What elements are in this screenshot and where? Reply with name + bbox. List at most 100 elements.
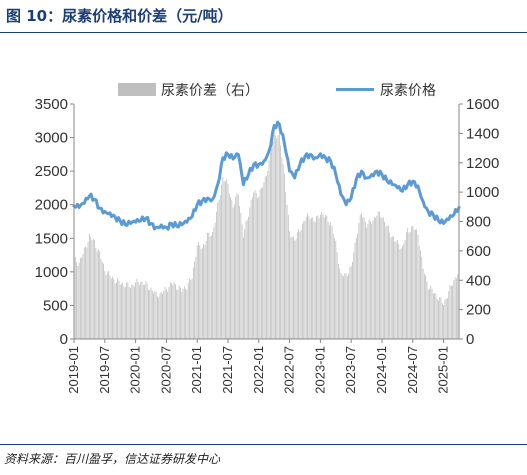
spread-bar <box>416 229 418 339</box>
spread-bar <box>439 297 441 339</box>
spread-bar <box>250 200 252 339</box>
spread-bar <box>398 243 400 339</box>
spread-bar <box>86 247 88 339</box>
spread-bar <box>366 227 367 339</box>
spread-bar <box>394 241 396 339</box>
spread-bar <box>452 285 453 339</box>
spread-bar <box>100 258 102 339</box>
spread-bar <box>225 181 226 339</box>
spread-bar <box>95 247 97 339</box>
spread-bar <box>104 271 106 339</box>
spread-bar <box>81 257 83 339</box>
spread-bar <box>379 212 380 339</box>
spread-bar <box>372 220 374 339</box>
spread-bar <box>376 215 378 339</box>
spread-bar <box>227 183 229 339</box>
spread-bar <box>167 291 169 339</box>
spread-bar <box>131 284 133 339</box>
spread-bar <box>337 263 339 339</box>
spread-bar <box>157 296 158 339</box>
spread-bar <box>99 251 101 339</box>
spread-bar <box>299 231 301 339</box>
x-axis-tick-label: 2025-01 <box>436 346 451 394</box>
spread-bar <box>363 217 365 339</box>
spread-bar <box>115 282 117 339</box>
spread-bar <box>236 193 238 339</box>
spread-bar <box>208 232 210 339</box>
spread-bar <box>434 293 436 339</box>
spread-bar <box>445 298 447 339</box>
spread-bar <box>407 228 409 339</box>
spread-bar <box>133 286 135 339</box>
spread-bar <box>386 225 388 339</box>
spread-bar <box>241 224 243 339</box>
spread-bar <box>294 240 296 339</box>
spread-bar <box>163 290 165 339</box>
spread-bar <box>198 241 199 339</box>
spread-bar <box>182 288 184 339</box>
spread-bar <box>213 227 215 339</box>
spread-bar <box>271 148 273 339</box>
spread-bar <box>457 274 459 339</box>
spread-bar <box>166 289 167 339</box>
spread-bar <box>349 267 351 339</box>
spread-bar <box>276 138 278 339</box>
spread-bar <box>106 272 108 339</box>
spread-bar <box>235 196 237 339</box>
spread-bar <box>278 132 280 339</box>
spread-bar <box>417 234 419 339</box>
spread-bar <box>438 300 439 339</box>
spread-bar <box>153 293 154 339</box>
spread-bar <box>92 238 94 339</box>
spread-bar <box>155 291 157 339</box>
left-axis-tick-label: 500 <box>43 297 68 314</box>
spread-bar <box>317 215 319 339</box>
spread-bar <box>286 204 288 339</box>
spread-bar <box>395 241 397 339</box>
spread-bar <box>216 211 217 339</box>
spread-bar <box>128 286 130 339</box>
spread-bar <box>178 285 180 339</box>
spread-bar <box>110 278 112 339</box>
spread-bar <box>346 276 348 339</box>
spread-bar <box>375 218 376 339</box>
spread-bar <box>226 179 228 339</box>
spread-bar <box>328 225 330 339</box>
spread-bar <box>427 289 429 339</box>
spread-bar <box>266 175 267 339</box>
spread-bar <box>142 285 144 339</box>
spread-bar <box>145 281 147 339</box>
spread-bar <box>435 293 437 339</box>
spread-bar <box>359 214 361 339</box>
spread-bar <box>403 243 405 339</box>
spread-bar <box>109 275 111 339</box>
spread-bar <box>377 211 379 339</box>
spread-bar <box>132 285 134 339</box>
spread-bar <box>141 281 143 339</box>
right-axis-tick-label: 600 <box>466 243 491 260</box>
spread-bar <box>162 293 163 339</box>
spread-bar <box>405 232 407 339</box>
spread-bar <box>183 286 185 339</box>
spread-bar <box>284 174 285 339</box>
spread-bar <box>121 283 122 339</box>
spread-bar <box>381 217 383 339</box>
legend-swatch-spread <box>118 83 156 96</box>
spread-bars <box>73 131 460 339</box>
spread-bar <box>354 242 356 339</box>
spread-bar <box>280 145 282 339</box>
spread-bar <box>139 285 140 339</box>
axes: 0 500 1000 1500 2000 2500 3000 3500 0 200 400 600 80… <box>35 96 500 394</box>
spread-bar <box>331 225 333 339</box>
spread-bar <box>173 282 175 339</box>
spread-bar <box>367 223 369 339</box>
spread-bar <box>259 189 261 339</box>
left-axis-tick-label: 1000 <box>35 264 68 281</box>
spread-bar <box>281 157 283 339</box>
spread-bar <box>127 281 129 339</box>
spread-bar <box>368 218 370 339</box>
spread-bar <box>103 263 104 339</box>
spread-bar <box>140 282 142 339</box>
spread-bar <box>240 212 242 339</box>
spread-bar <box>137 282 139 339</box>
